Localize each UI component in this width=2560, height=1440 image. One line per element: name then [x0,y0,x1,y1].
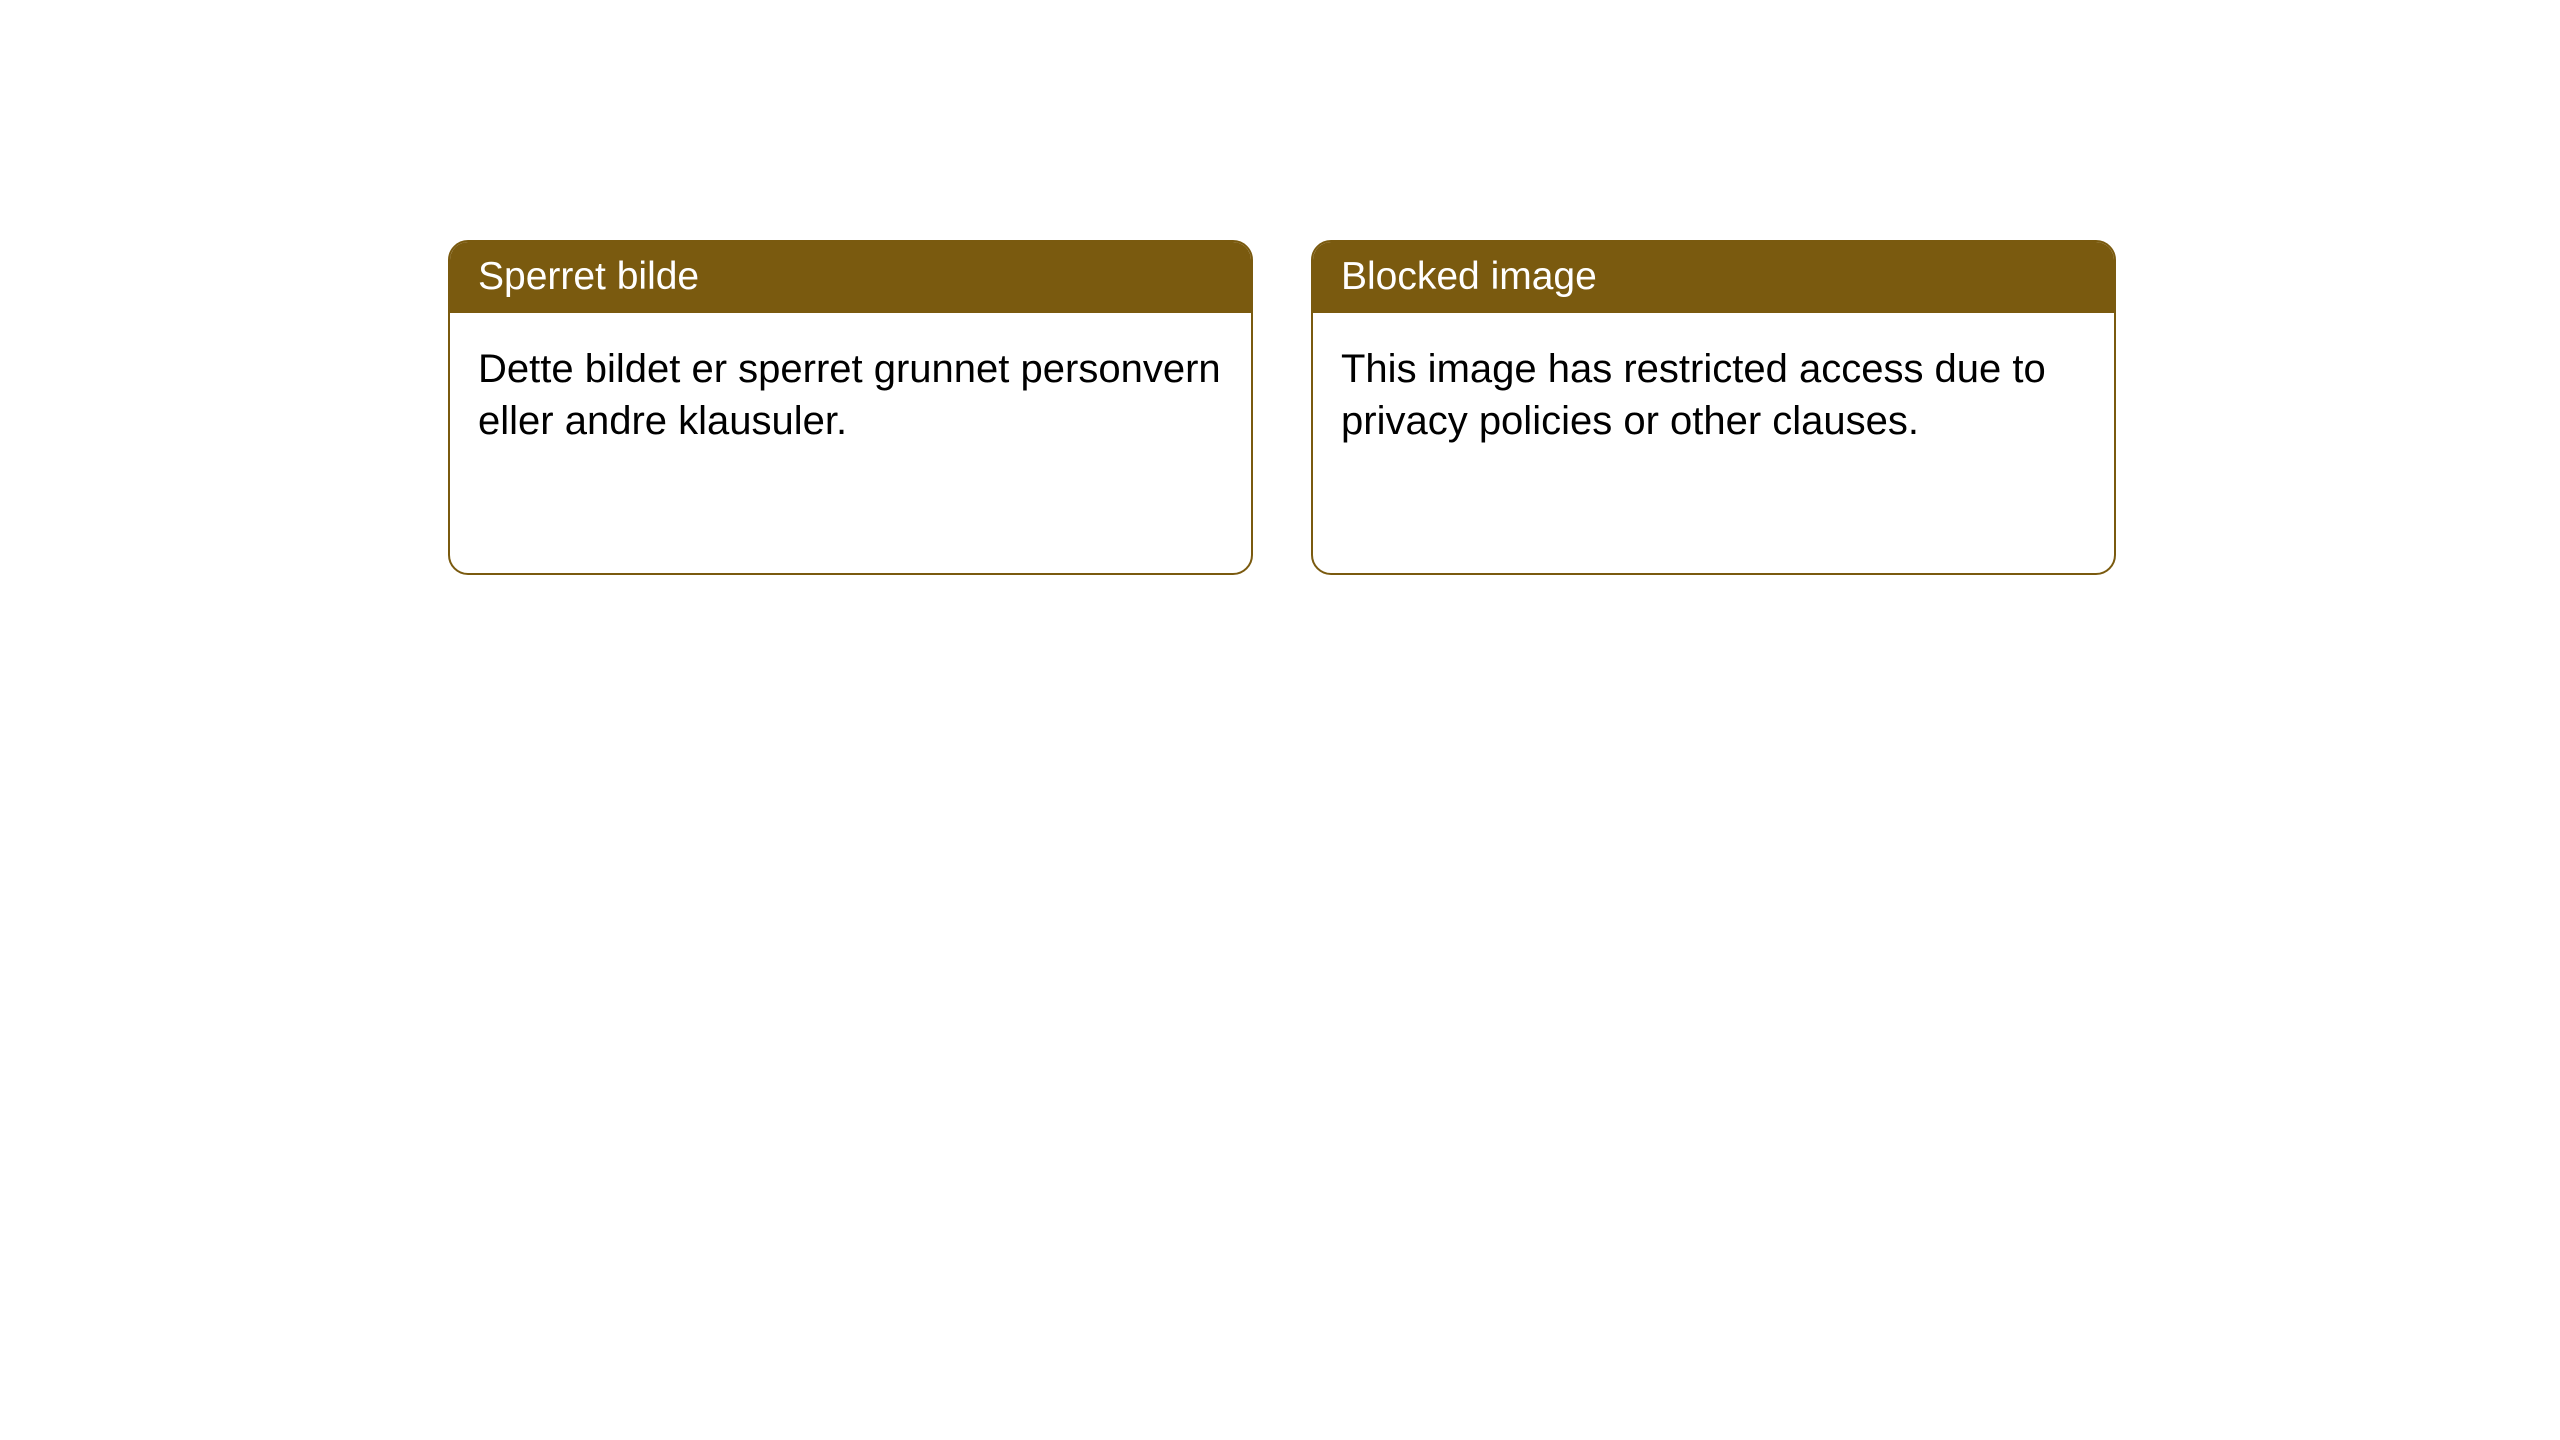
card-header-no: Sperret bilde [450,242,1251,313]
blocked-image-card-en: Blocked image This image has restricted … [1311,240,2116,575]
card-body-no: Dette bildet er sperret grunnet personve… [450,313,1251,477]
blocked-image-cards: Sperret bilde Dette bildet er sperret gr… [448,240,2116,575]
blocked-image-card-no: Sperret bilde Dette bildet er sperret gr… [448,240,1253,575]
card-header-en: Blocked image [1313,242,2114,313]
card-body-en: This image has restricted access due to … [1313,313,2114,477]
